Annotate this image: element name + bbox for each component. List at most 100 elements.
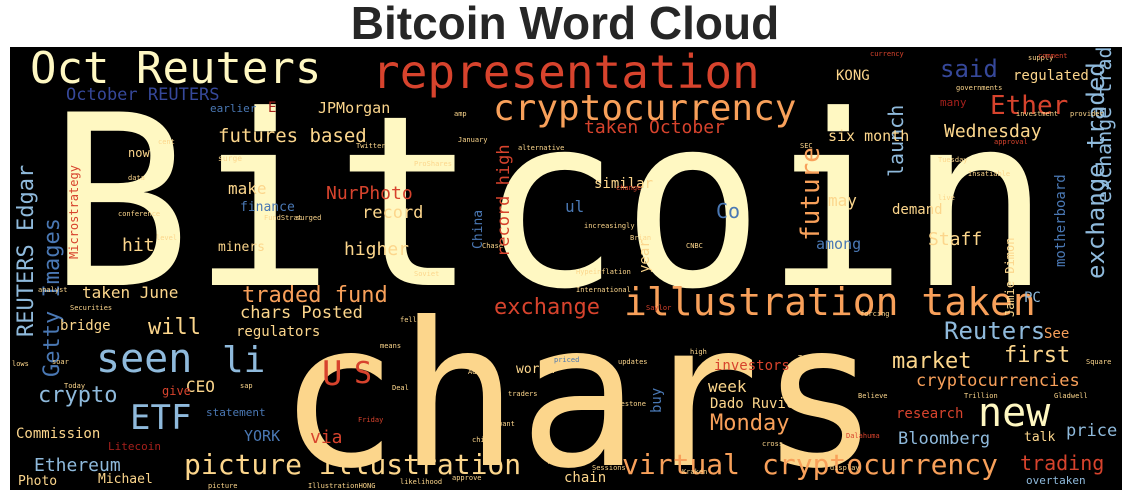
word-surge: surge (218, 154, 243, 163)
word-gladwell: Gladwell (1054, 392, 1088, 400)
word-via: via (310, 427, 343, 448)
word-approve: approve (452, 474, 482, 482)
word-finance: finance (240, 200, 295, 215)
word-overtaken: overtaken (1026, 474, 1086, 487)
word-said: said (940, 55, 998, 83)
word-chars-posted: chars Posted (240, 303, 363, 323)
word-supply: supply (1028, 54, 1054, 62)
word-oct-reuters: Oct Reuters (30, 47, 322, 94)
word-ul: ul (565, 197, 585, 216)
word-s: S (354, 356, 373, 391)
word-bitcoin: Bitcoin (48, 65, 1052, 342)
word-cryptocurrency-2: cryptocurrency (762, 448, 999, 481)
word-staff: Staff (928, 229, 983, 250)
word-chief: chief (472, 436, 494, 444)
word-u: U (322, 354, 343, 394)
word-analyst: analyst (38, 286, 68, 294)
word-tuesday: Tuesday (938, 156, 968, 164)
word-increasingly: increasingly (584, 222, 635, 230)
word-ethereum: Ethereum (34, 455, 121, 476)
word-approval: approval (994, 138, 1028, 146)
word-soar: soar (52, 358, 69, 366)
word-michael: Michael (98, 472, 153, 487)
word-talk: talk (1024, 430, 1056, 445)
word-surged: surged (296, 214, 322, 222)
word-forcing: forcing (860, 310, 890, 318)
word-priced: priced (554, 356, 580, 364)
word-now: now (128, 146, 150, 160)
word-market: market (892, 349, 972, 374)
word-dalahuma: Dalahuma (846, 432, 880, 440)
word-ceo: CEO (186, 377, 215, 396)
word-saylor: Saylor (646, 304, 672, 312)
word-litecoin: Litecoin (108, 440, 161, 453)
word-york: YORK (244, 427, 281, 445)
word-cryptocurrency: cryptocurrency (493, 88, 797, 129)
word-twitter: Twitter (356, 142, 386, 150)
word-take: Take (798, 354, 815, 362)
word-sec: SEC (800, 142, 813, 150)
word-buy: buy (649, 387, 665, 413)
word-kong: KONG (836, 68, 870, 84)
word-means: means (380, 342, 402, 350)
word-believe: Believe (858, 392, 888, 400)
word-sap: sap (240, 382, 253, 390)
word-brian: Brian (630, 234, 652, 242)
word-insatiable: Insatiable (968, 170, 1011, 178)
word-higher: higher (344, 239, 410, 260)
word-square: Square (1086, 358, 1112, 366)
word-fundstrat: FundStrat (264, 214, 302, 222)
word-cloud-canvas: Bitcoin chars representation Oct Reuters… (10, 47, 1122, 490)
word-securities: Securities (70, 304, 113, 312)
word-cnbc: CNBC (686, 242, 703, 250)
word-exchange-traded-2: exchange traded (1092, 47, 1116, 203)
word-give: give (162, 384, 191, 398)
word-conference: conference (118, 210, 161, 218)
word-cross: cross (762, 440, 784, 448)
word-change: change (616, 184, 642, 192)
word-updates: updates (618, 358, 648, 366)
word-want: want (498, 420, 515, 428)
word-cryptocurrencies: cryptocurrencies (916, 371, 1080, 391)
word-worth: worth (516, 362, 556, 377)
word-mexico: Mexico (548, 458, 574, 466)
word-data: data (128, 174, 145, 182)
word-lows: lows (12, 360, 29, 368)
word-high: high (690, 348, 707, 356)
word-currency: currency (870, 50, 904, 58)
word-will: will (148, 315, 201, 340)
word-traders: traders (508, 390, 538, 398)
word-miners: miners (218, 240, 265, 255)
word-nurphoto: NurPhoto (326, 183, 413, 204)
word-new: new (978, 390, 1051, 436)
word-alternative: alternative (518, 144, 565, 152)
word-cent: cent (158, 138, 175, 146)
word-taken-october: taken October (584, 117, 725, 138)
word-january: January (458, 136, 488, 144)
word-trillion: Trillion (964, 392, 998, 400)
word-hypeinflation: Hypeinflation (576, 268, 631, 276)
word-among: among (816, 235, 862, 253)
word-picture: picture (208, 482, 238, 490)
word-earlier: earlier (210, 102, 257, 115)
word-wednesday: Wednesday (944, 121, 1042, 142)
word-future: future (796, 147, 826, 241)
word-traded-fund: traded fund (242, 283, 388, 308)
word-commission: Commission (16, 426, 101, 442)
word-first: first (1004, 343, 1071, 368)
word-fell: fell (400, 316, 417, 324)
word-reuters: Reuters (944, 317, 1046, 345)
word-etf: ETF (130, 398, 192, 438)
word-today: Today (64, 382, 86, 390)
word-regulators: regulators (236, 324, 321, 340)
word-jpmorgan: JPMorgan (318, 99, 391, 117)
word-investment: investment (1016, 110, 1059, 118)
word-trading: trading (1020, 451, 1105, 475)
word-record-high: record high (494, 144, 514, 257)
word-many: many (940, 96, 967, 109)
word-bloomberg: Bloomberg (898, 429, 991, 449)
word-comment: comment (1038, 52, 1068, 60)
word-getty-images: Getty Images (40, 218, 65, 377)
word-deal: Deal (392, 384, 409, 392)
word-chase: Chase (482, 242, 504, 250)
